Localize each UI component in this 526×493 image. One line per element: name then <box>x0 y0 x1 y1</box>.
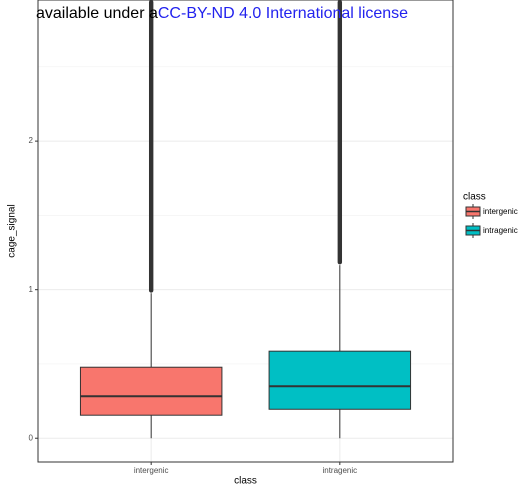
x-tick-label: intergenic <box>134 466 169 475</box>
y-tick-label: 2 <box>29 136 34 145</box>
legend-title: class <box>463 192 486 203</box>
y-tick-label: 0 <box>29 433 34 442</box>
outliers <box>148 0 154 293</box>
x-tick-label: intragenic <box>322 466 357 475</box>
y-tick-label: 1 <box>29 285 34 294</box>
box <box>268 350 412 410</box>
header-text: available under aCC-BY-ND 4.0 Internatio… <box>36 5 408 22</box>
outliers <box>337 0 343 265</box>
legend-label: intergenic <box>483 207 518 216</box>
legend-label: intragenic <box>483 226 518 235</box>
x-axis-label: class <box>234 476 257 487</box>
license-link[interactable]: CC-BY-ND 4.0 International license <box>158 5 408 22</box>
header-plain: available under a <box>36 5 158 22</box>
box <box>79 366 223 416</box>
y-axis-label: cage_signal <box>7 204 18 257</box>
panel-border <box>37 0 454 463</box>
